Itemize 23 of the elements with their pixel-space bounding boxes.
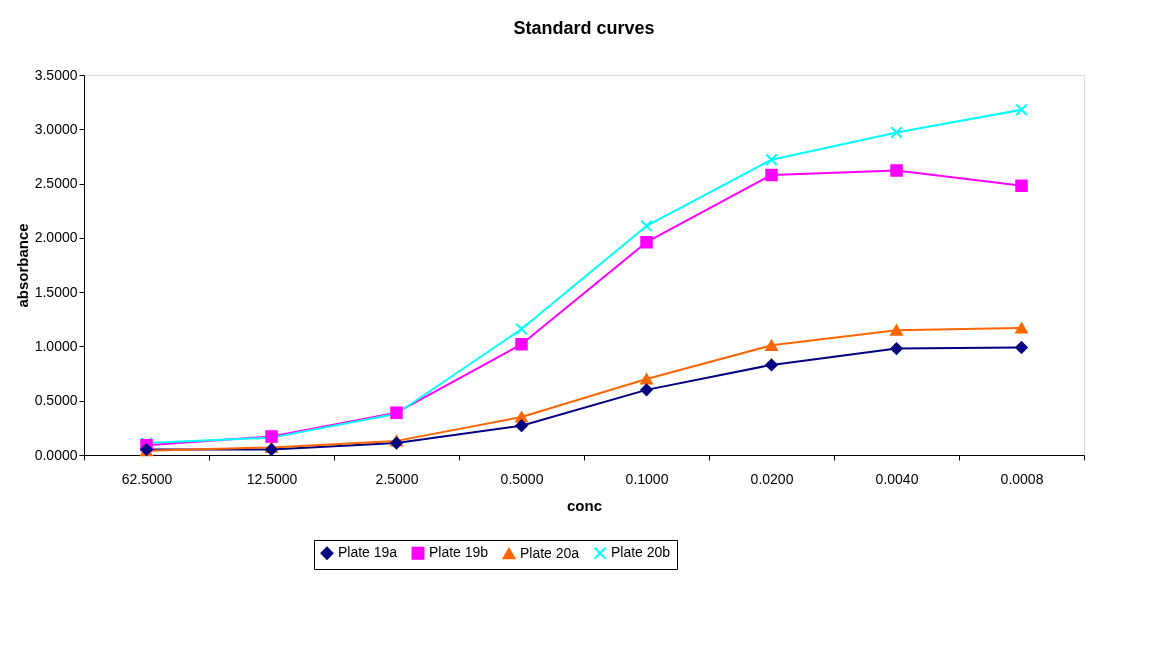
x-tick-label: 12.5000 <box>246 470 298 487</box>
y-tick-label: 2.0000 <box>34 229 78 246</box>
x-axis-title: conc <box>566 496 603 514</box>
legend-label: Plate 20a <box>520 544 580 561</box>
y-tick-label: 0.0000 <box>34 446 78 463</box>
legend-label: Plate 19a <box>338 544 398 561</box>
y-axis-title: absorbance <box>13 223 31 308</box>
x-tick-label: 0.0200 <box>750 470 794 487</box>
legend-label: Plate 19b <box>429 544 489 561</box>
y-tick-label: 1.0000 <box>34 337 78 354</box>
chart-title: Standard curves <box>513 18 655 38</box>
x-tick-label: 2.5000 <box>375 470 419 487</box>
y-tick-label: 3.0000 <box>34 120 78 137</box>
y-tick-label: 3.5000 <box>34 66 78 83</box>
x-tick-label: 0.0008 <box>1000 470 1044 487</box>
y-tick-label: 1.5000 <box>34 283 78 300</box>
legend-label: Plate 20b <box>611 544 671 561</box>
x-tick-label: 0.1000 <box>625 470 669 487</box>
x-tick-label: 62.5000 <box>121 470 173 487</box>
x-tick-label: 0.5000 <box>500 470 544 487</box>
x-tick-label: 0.0040 <box>875 470 919 487</box>
y-tick-label: 0.5000 <box>34 392 78 409</box>
y-tick-label: 2.5000 <box>34 175 78 192</box>
